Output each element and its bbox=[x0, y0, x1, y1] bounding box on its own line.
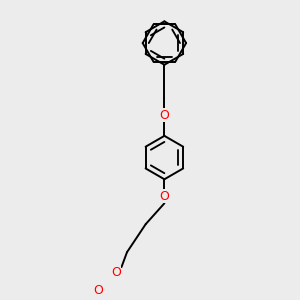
Text: N: N bbox=[94, 287, 104, 300]
Text: O: O bbox=[111, 266, 121, 279]
Text: O: O bbox=[160, 190, 169, 202]
Text: O: O bbox=[160, 109, 169, 122]
Text: O: O bbox=[94, 284, 104, 296]
Text: O: O bbox=[93, 284, 103, 296]
